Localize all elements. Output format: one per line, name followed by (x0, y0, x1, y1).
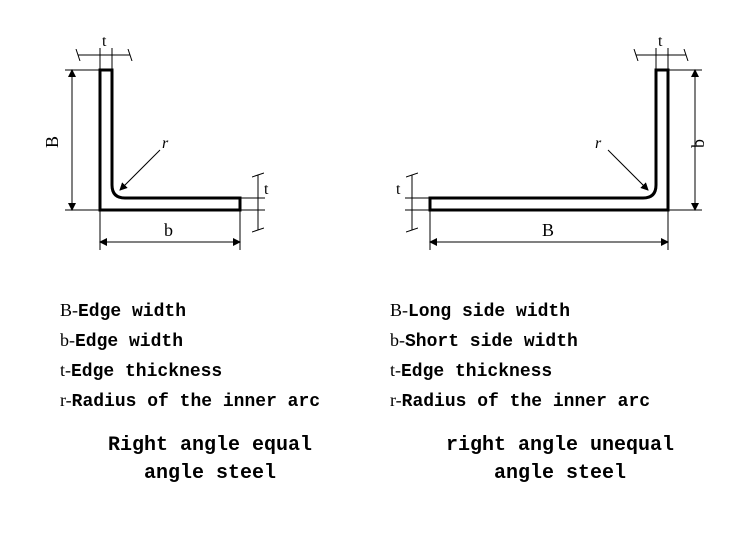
legend-text: Edge width (78, 302, 186, 322)
legend-sym: t- (390, 360, 401, 381)
legend-right-b: b-Short side width (390, 330, 720, 352)
legend-left-B: B-Edge width (60, 300, 390, 322)
captions-row: Right angle equal angle steel right angl… (0, 432, 750, 488)
caption-line2: angle steel (494, 462, 626, 485)
legend-right-B: B-Long side width (390, 300, 720, 322)
legend-right-r: r-Radius of the inner arc (390, 390, 720, 412)
unequal-angle-profile (430, 70, 668, 210)
legend-text: Long side width (408, 302, 570, 322)
legend-text: Radius of the inner arc (402, 392, 650, 412)
legend-sym: r- (60, 390, 72, 411)
label-t-top-r: t (658, 33, 663, 50)
legend-text: Edge width (75, 332, 183, 352)
legend-sym: B- (390, 300, 408, 321)
caption-line1: right angle unequal (446, 434, 674, 457)
legend-sym: B- (60, 300, 78, 321)
diagrams-container: t B r t b (0, 10, 750, 290)
equal-angle-diagram: t B r t b (42, 33, 269, 250)
label-r-left: r (162, 135, 169, 152)
legend-row-b: b-Edge width b-Short side width (0, 330, 750, 352)
legend-right-t: t-Edge thickness (390, 360, 720, 382)
label-t-right: t (264, 181, 269, 198)
legend-left-b: b-Edge width (60, 330, 390, 352)
caption-unequal: right angle unequal angle steel (390, 432, 730, 488)
legend-sym: t- (60, 360, 71, 381)
label-t-left-r: t (396, 181, 401, 198)
caption-line1: Right angle equal (108, 434, 312, 457)
legend-text: Edge thickness (401, 362, 552, 382)
label-B-bottom-r: B (542, 220, 554, 240)
caption-equal: Right angle equal angle steel (30, 432, 390, 488)
legend-sym: b- (390, 330, 405, 351)
legend-text: Radius of the inner arc (72, 392, 320, 412)
legend-sym: b- (60, 330, 75, 351)
label-t-top: t (102, 33, 107, 50)
diagrams-svg: t B r t b (0, 10, 750, 290)
legend-row-r: r-Radius of the inner arc r-Radius of th… (0, 390, 750, 412)
caption-line2: angle steel (144, 462, 276, 485)
label-b-bottom: b (164, 220, 173, 240)
label-b-right: b (688, 139, 708, 148)
legend-text: Edge thickness (71, 362, 222, 382)
unequal-angle-diagram: t b r t B (396, 33, 708, 250)
legend-left-t: t-Edge thickness (60, 360, 390, 382)
legend-container: B-Edge width B-Long side width b-Edge wi… (0, 300, 750, 488)
legend-sym: r- (390, 390, 402, 411)
label-r-right: r (595, 135, 602, 152)
label-B-left: B (42, 136, 62, 148)
legend-row-B: B-Edge width B-Long side width (0, 300, 750, 322)
legend-text: Short side width (405, 332, 578, 352)
legend-row-t: t-Edge thickness t-Edge thickness (0, 360, 750, 382)
legend-left-r: r-Radius of the inner arc (60, 390, 390, 412)
